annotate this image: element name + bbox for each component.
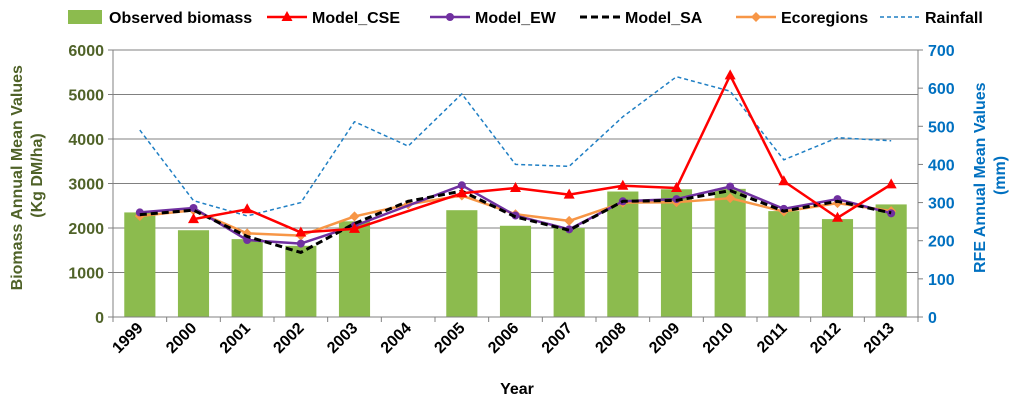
- y-left-tick-label: 2000: [68, 221, 104, 238]
- data-point-circle: [457, 181, 466, 190]
- observed-biomass-bar: [499, 225, 532, 317]
- data-point-circle: [296, 239, 305, 248]
- y-right-tick-label: 200: [928, 234, 955, 251]
- data-point-triangle: [241, 203, 253, 214]
- observed-biomass-bar: [768, 211, 800, 317]
- data-point-diamond: [751, 12, 761, 22]
- series-line-model-sa: [139, 189, 892, 254]
- data-point-diamond: [564, 215, 575, 226]
- y-right-tick-label: 100: [928, 272, 955, 289]
- legend-item-ecoregions: Ecoregions: [736, 10, 868, 27]
- x-tick-label: 2012: [807, 320, 844, 357]
- observed-biomass-bar: [124, 212, 156, 317]
- legend-label: Model_CSE: [312, 10, 400, 27]
- observed-biomass-bar: [177, 230, 210, 317]
- y-axis-left-title-line2: (Kg DM/ha): [29, 133, 46, 217]
- legend-label: Model_EW: [475, 10, 557, 27]
- data-point-triangle: [563, 188, 575, 199]
- observed-biomass-bar: [231, 239, 263, 317]
- y-axis-left-title: Biomass Annual Mean Values (Kg DM/ha): [9, 61, 46, 291]
- legend: Observed biomass Model_CSE Model_EW Model_S…: [68, 10, 983, 27]
- legend-item-observed-biomass: Observed biomass: [68, 10, 252, 27]
- y-left-tick-label: 6000: [68, 43, 104, 60]
- x-tick-label: 2001: [217, 320, 254, 357]
- x-tick-label: 2004: [378, 320, 415, 357]
- data-point-circle: [887, 209, 896, 218]
- x-tick-label: 2003: [324, 320, 361, 357]
- observed-biomass-bar: [821, 219, 854, 317]
- x-tick-label: 2009: [646, 320, 683, 357]
- legend-item-model-cse: Model_CSE: [267, 10, 400, 27]
- data-point-triangle: [349, 222, 360, 233]
- x-tick-label: 2005: [431, 320, 468, 357]
- legend-item-rainfall: Rainfall: [880, 10, 983, 27]
- legend-label: Observed biomass: [109, 10, 252, 27]
- data-point-triangle: [617, 179, 629, 190]
- data-point-circle: [726, 182, 735, 191]
- observed-biomass-bars: [124, 188, 907, 317]
- data-point-triangle: [281, 11, 293, 21]
- data-point-triangle: [510, 181, 521, 192]
- x-tick-label: 1999: [109, 320, 146, 357]
- x-tick-label: 2013: [861, 320, 898, 357]
- y-axis-right-title-line2: (mm): [992, 156, 1009, 195]
- data-point-triangle: [724, 69, 736, 80]
- observed-biomass-bar: [607, 191, 639, 317]
- legend-label: Ecoregions: [781, 10, 868, 27]
- data-point-triangle: [885, 178, 897, 189]
- x-tick-label: 2006: [485, 320, 522, 357]
- y-right-tick-label: 700: [928, 43, 955, 60]
- y-left-tick-label: 3000: [68, 177, 104, 194]
- y-left-tick-label: 4000: [68, 132, 104, 149]
- observed-biomass-bar: [714, 188, 746, 317]
- y-right-tick-label: 0: [928, 310, 937, 327]
- legend-item-model-ew: Model_EW: [430, 10, 557, 27]
- data-point-diamond: [725, 193, 736, 204]
- x-tick-label: 2007: [539, 320, 576, 357]
- y-axis-right-title-line1: RFE Annual Mean Values: [972, 82, 989, 273]
- y-right-tick-label: 400: [928, 157, 955, 174]
- legend-swatch: [68, 10, 102, 24]
- observed-biomass-bar: [446, 210, 478, 317]
- observed-biomass-bar: [553, 228, 585, 317]
- y-right-tick-label: 300: [928, 196, 955, 213]
- legend-item-model-sa: Model_SA: [580, 10, 703, 27]
- data-point-triangle: [832, 211, 843, 222]
- series-lines: [134, 69, 897, 254]
- y-left-tick-label: 1000: [68, 266, 104, 283]
- data-point-triangle: [295, 226, 307, 237]
- x-tick-label: 2011: [754, 320, 791, 357]
- data-point-triangle: [671, 181, 682, 192]
- data-point-circle: [446, 13, 454, 21]
- legend-label: Model_SA: [625, 10, 703, 27]
- series-line-rainfall: [139, 75, 892, 217]
- y-left-tick-label: 5000: [68, 88, 104, 105]
- y-right-tick-label: 500: [928, 119, 955, 136]
- y-right-tick-label: 600: [928, 81, 955, 98]
- x-axis-title: Year: [500, 381, 534, 398]
- observed-biomass-bar: [338, 221, 371, 317]
- observed-biomass-bar: [875, 204, 907, 317]
- x-tick-label: 2010: [700, 320, 737, 357]
- data-point-diamond: [349, 211, 360, 222]
- x-tick-label: 2002: [270, 320, 307, 357]
- y-axis-left-title-line1: Biomass Annual Mean Values: [9, 65, 26, 290]
- observed-biomass-bar: [285, 245, 317, 317]
- y-axis-right-title: RFE Annual Mean Values (mm): [972, 78, 1009, 273]
- data-point-triangle: [456, 187, 468, 198]
- x-tick-label: 2000: [163, 320, 200, 357]
- data-point-triangle: [188, 213, 199, 224]
- y-left-tick-label: 0: [95, 310, 104, 327]
- observed-biomass-bar: [660, 189, 693, 317]
- legend-label: Rainfall: [925, 10, 983, 27]
- data-point-triangle: [778, 175, 790, 186]
- x-tick-label: 2008: [592, 320, 629, 357]
